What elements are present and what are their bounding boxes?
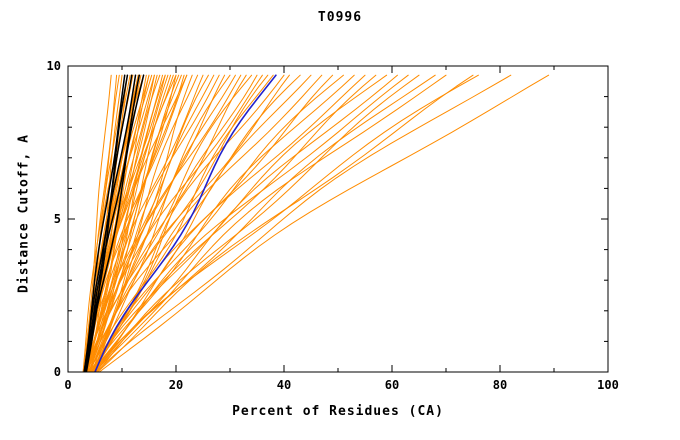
y-tick-label: 10 [47, 59, 61, 73]
black-models-curve [85, 74, 145, 372]
orange-models-curve [89, 74, 274, 372]
orange-models-curve [86, 74, 253, 372]
orange-models-curve [83, 74, 145, 372]
orange-models-curve [89, 74, 209, 372]
orange-models-curve [82, 74, 120, 372]
x-axis-label: Percent of Residues (CA) [232, 404, 444, 419]
orange-models-curve [98, 74, 550, 372]
x-tick-label: 20 [169, 378, 183, 392]
orange-models-curve [90, 74, 355, 372]
orange-models-curve [85, 74, 188, 372]
orange-models-curve [87, 74, 290, 372]
y-tick-label: 0 [54, 365, 61, 379]
orange-models-curve [90, 74, 231, 372]
orange-models-curve [94, 74, 447, 372]
orange-models-curve [97, 74, 474, 372]
orange-models-curve [84, 74, 177, 372]
x-tick-label: 100 [597, 378, 619, 392]
x-tick-label: 0 [64, 378, 71, 392]
orange-models-curve [84, 74, 215, 372]
orange-models-curve [84, 74, 188, 372]
blue-model-curve [94, 74, 277, 372]
orange-models-curve [95, 74, 512, 372]
orange-models-curve [94, 74, 344, 372]
y-tick-label: 5 [54, 212, 61, 226]
orange-models-curve [91, 74, 388, 372]
orange-models-curve [94, 74, 398, 372]
x-tick-label: 80 [493, 378, 507, 392]
orange-models-curve [89, 74, 301, 372]
chart-title: T0996 [317, 10, 363, 25]
orange-models-curve [90, 74, 409, 372]
x-tick-label: 60 [385, 378, 399, 392]
black-models-curve [83, 74, 141, 372]
x-tick-label: 40 [277, 378, 291, 392]
orange-models-curve [93, 74, 479, 372]
y-axis-label: Distance Cutoff, A [16, 134, 32, 293]
